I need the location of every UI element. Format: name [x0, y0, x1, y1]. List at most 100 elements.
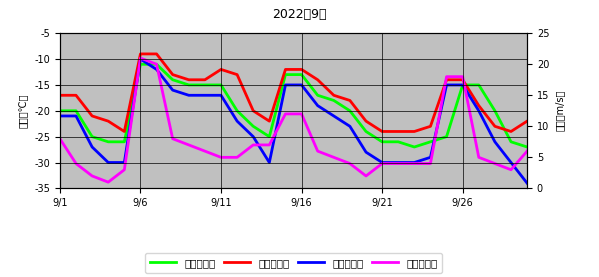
日最低気温 — [56, 114, 63, 118]
日最低気温 — [314, 104, 321, 107]
日平均気温 — [105, 140, 112, 143]
日最高気温 — [266, 119, 273, 123]
Line: 日最高気温: 日最高気温 — [60, 54, 527, 132]
日最低気温 — [72, 114, 80, 118]
日最高気温 — [153, 52, 160, 56]
日最低気温 — [298, 83, 305, 87]
日最低気温 — [201, 94, 208, 97]
日最低気温 — [169, 88, 176, 92]
Y-axis label: 風速（m/s）: 風速（m/s） — [555, 90, 565, 132]
日最高気温 — [298, 68, 305, 71]
日最高気温 — [330, 94, 337, 97]
日平均気温 — [330, 99, 337, 102]
Line: 日平均風速: 日平均風速 — [60, 58, 527, 182]
日平均気温 — [411, 145, 418, 149]
日平均風速 — [362, 174, 370, 178]
日最低気温 — [234, 119, 241, 123]
Text: 2022年9月: 2022年9月 — [273, 8, 326, 21]
日平均風速 — [185, 143, 192, 147]
日最高気温 — [395, 130, 402, 133]
日平均気温 — [475, 83, 482, 87]
日最高気温 — [314, 78, 321, 81]
日平均風速 — [282, 112, 289, 116]
日最高気温 — [346, 99, 353, 102]
日平均風速 — [379, 162, 386, 165]
日最低気温 — [411, 161, 418, 164]
日平均気温 — [72, 109, 80, 112]
日最高気温 — [491, 125, 498, 128]
日平均気温 — [234, 109, 241, 112]
日最高気温 — [250, 109, 257, 112]
日最低気温 — [443, 83, 450, 87]
日平均風速 — [459, 75, 466, 78]
日最高気温 — [72, 94, 80, 97]
日平均風速 — [169, 137, 176, 140]
日平均気温 — [282, 73, 289, 76]
日平均気温 — [153, 63, 160, 66]
日平均風速 — [72, 162, 80, 165]
日平均気温 — [185, 83, 192, 87]
日最低気温 — [459, 83, 466, 87]
日平均気温 — [379, 140, 386, 143]
日平均気温 — [427, 140, 434, 143]
日最低気温 — [507, 161, 515, 164]
日最低気温 — [427, 156, 434, 159]
日平均風速 — [507, 168, 515, 171]
Line: 日最低気温: 日最低気温 — [60, 59, 527, 183]
Y-axis label: 気温（℃）: 気温（℃） — [19, 94, 29, 128]
日平均気温 — [491, 109, 498, 112]
Line: 日平均気温: 日平均気温 — [60, 64, 527, 147]
日平均風速 — [217, 156, 225, 159]
日最高気温 — [169, 73, 176, 76]
日最高気温 — [427, 125, 434, 128]
日平均風速 — [346, 162, 353, 165]
日最高気温 — [362, 119, 370, 123]
日平均気温 — [137, 63, 144, 66]
日平均気温 — [346, 109, 353, 112]
日平均風速 — [56, 137, 63, 140]
日平均気温 — [250, 125, 257, 128]
日最低気温 — [346, 125, 353, 128]
日平均風速 — [491, 162, 498, 165]
日平均風速 — [137, 57, 144, 60]
日最低気温 — [250, 135, 257, 138]
日平均気温 — [362, 130, 370, 133]
日平均気温 — [524, 145, 531, 149]
日最低気温 — [266, 161, 273, 164]
日最低気温 — [217, 94, 225, 97]
日平均風速 — [153, 63, 160, 66]
日最低気温 — [330, 114, 337, 118]
日平均気温 — [217, 83, 225, 87]
日最高気温 — [201, 78, 208, 81]
日最高気温 — [234, 73, 241, 76]
日最低気温 — [153, 68, 160, 71]
日平均気温 — [459, 83, 466, 87]
日平均風速 — [443, 75, 450, 78]
日最高気温 — [459, 78, 466, 81]
日最低気温 — [362, 150, 370, 154]
日平均気温 — [56, 109, 63, 112]
日最低気温 — [185, 94, 192, 97]
日平均風速 — [427, 162, 434, 165]
日最高気温 — [105, 119, 112, 123]
日平均気温 — [298, 73, 305, 76]
日最高気温 — [507, 130, 515, 133]
日最低気温 — [524, 181, 531, 185]
日平均風速 — [234, 156, 241, 159]
日最高気温 — [475, 104, 482, 107]
日最低気温 — [121, 161, 128, 164]
日平均風速 — [201, 150, 208, 153]
日最高気温 — [137, 52, 144, 56]
日最低気温 — [395, 161, 402, 164]
日平均気温 — [266, 135, 273, 138]
日最高気温 — [443, 78, 450, 81]
日平均風速 — [395, 162, 402, 165]
日平均風速 — [475, 156, 482, 159]
日平均風速 — [314, 150, 321, 153]
Legend: 日平均気温, 日最高気温, 日最低気温, 日平均風速: 日平均気温, 日最高気温, 日最低気温, 日平均風速 — [144, 253, 443, 273]
日最低気温 — [105, 161, 112, 164]
日最高気温 — [282, 68, 289, 71]
日最低気温 — [491, 140, 498, 143]
日平均風速 — [121, 168, 128, 171]
日平均風速 — [105, 181, 112, 184]
